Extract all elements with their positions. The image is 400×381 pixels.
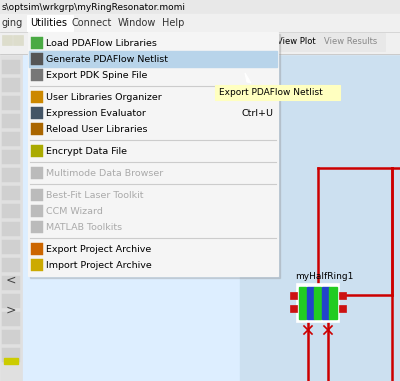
Text: Window: Window xyxy=(118,18,156,28)
Bar xyxy=(262,33,321,51)
Text: Multimode Data Browser: Multimode Data Browser xyxy=(46,168,163,178)
Text: Symbols: Symbols xyxy=(227,37,263,46)
Bar xyxy=(30,34,280,278)
Bar xyxy=(2,96,20,110)
Text: >: > xyxy=(6,304,16,317)
Text: Import Project Archive: Import Project Archive xyxy=(46,261,152,269)
Bar xyxy=(13,35,23,45)
Text: Expression Evaluator: Expression Evaluator xyxy=(46,109,146,117)
Bar xyxy=(2,60,20,74)
Text: View Plot: View Plot xyxy=(277,37,316,46)
Bar xyxy=(2,204,20,218)
Bar xyxy=(2,168,20,182)
Text: Generate PDAFlow Netlist: Generate PDAFlow Netlist xyxy=(46,54,168,64)
Text: Best-Fit Laser Toolkit: Best-Fit Laser Toolkit xyxy=(46,190,144,200)
Text: Utilities: Utilities xyxy=(30,18,67,28)
Bar xyxy=(290,292,297,299)
Bar xyxy=(299,287,306,319)
Bar xyxy=(0,54,22,381)
Bar xyxy=(339,305,346,312)
Bar xyxy=(31,91,43,103)
Bar xyxy=(322,287,329,319)
Bar xyxy=(31,37,43,49)
Bar xyxy=(321,33,385,51)
Bar xyxy=(214,36,225,47)
Bar xyxy=(28,32,278,276)
Polygon shape xyxy=(245,73,251,83)
Bar xyxy=(184,33,208,51)
Text: Export PDAFlow Netlist: Export PDAFlow Netlist xyxy=(219,88,323,97)
Text: <: < xyxy=(6,274,16,287)
Text: Export Project Archive: Export Project Archive xyxy=(46,245,151,253)
Text: Scan: Scan xyxy=(187,37,207,46)
Bar xyxy=(22,54,400,381)
Bar xyxy=(339,292,346,299)
Text: Ctrl+L: Ctrl+L xyxy=(244,93,274,101)
Bar xyxy=(29,51,277,67)
Bar xyxy=(2,150,20,164)
Bar xyxy=(0,14,400,32)
Bar xyxy=(2,312,20,326)
Bar xyxy=(31,53,43,65)
Bar xyxy=(31,243,43,255)
Text: myHalfRing1: myHalfRing1 xyxy=(295,272,353,281)
Bar xyxy=(31,123,43,135)
Bar xyxy=(323,325,333,335)
Text: MATLAB Toolkits: MATLAB Toolkits xyxy=(46,223,122,232)
Bar xyxy=(27,15,73,31)
Text: CCM Wizard: CCM Wizard xyxy=(46,207,103,216)
Bar xyxy=(307,287,314,319)
Text: Connect: Connect xyxy=(72,18,112,28)
Bar xyxy=(2,222,20,236)
Bar xyxy=(330,287,336,319)
Text: Encrypt Data File: Encrypt Data File xyxy=(46,147,127,155)
Bar xyxy=(240,54,400,381)
Text: View Results: View Results xyxy=(324,37,377,46)
Bar xyxy=(31,205,43,217)
Bar xyxy=(303,325,313,335)
Bar xyxy=(4,358,18,364)
Text: Ctrl+U: Ctrl+U xyxy=(242,109,274,117)
Bar xyxy=(2,114,20,128)
Text: s\optsim\wrkgrp\myRingResonator.momi: s\optsim\wrkgrp\myRingResonator.momi xyxy=(2,3,186,11)
Bar xyxy=(2,330,20,344)
Bar xyxy=(31,221,43,233)
Bar xyxy=(2,132,20,146)
Bar xyxy=(2,35,12,45)
Bar xyxy=(31,259,43,271)
Text: Reload User Libraries: Reload User Libraries xyxy=(46,125,148,133)
Bar xyxy=(2,276,20,290)
Text: Load PDAFlow Libraries: Load PDAFlow Libraries xyxy=(46,38,157,48)
Bar xyxy=(2,78,20,92)
Text: Help: Help xyxy=(162,18,184,28)
Bar xyxy=(31,167,43,179)
Bar xyxy=(0,0,400,14)
Bar xyxy=(2,258,20,272)
Bar xyxy=(31,69,43,81)
Text: User Libraries Organizer: User Libraries Organizer xyxy=(46,93,162,101)
Bar xyxy=(31,189,43,201)
Bar xyxy=(264,36,275,47)
Text: ging: ging xyxy=(2,18,23,28)
Bar xyxy=(215,85,340,100)
Bar xyxy=(212,33,261,51)
Bar xyxy=(2,240,20,254)
Bar xyxy=(314,287,321,319)
Bar xyxy=(2,186,20,200)
Bar xyxy=(2,294,20,308)
Bar xyxy=(31,145,43,157)
Text: Export PDK Spine File: Export PDK Spine File xyxy=(46,70,147,80)
Bar xyxy=(0,32,400,54)
Bar xyxy=(297,284,339,322)
Bar xyxy=(2,348,20,362)
Bar xyxy=(31,107,43,119)
Bar xyxy=(290,305,297,312)
